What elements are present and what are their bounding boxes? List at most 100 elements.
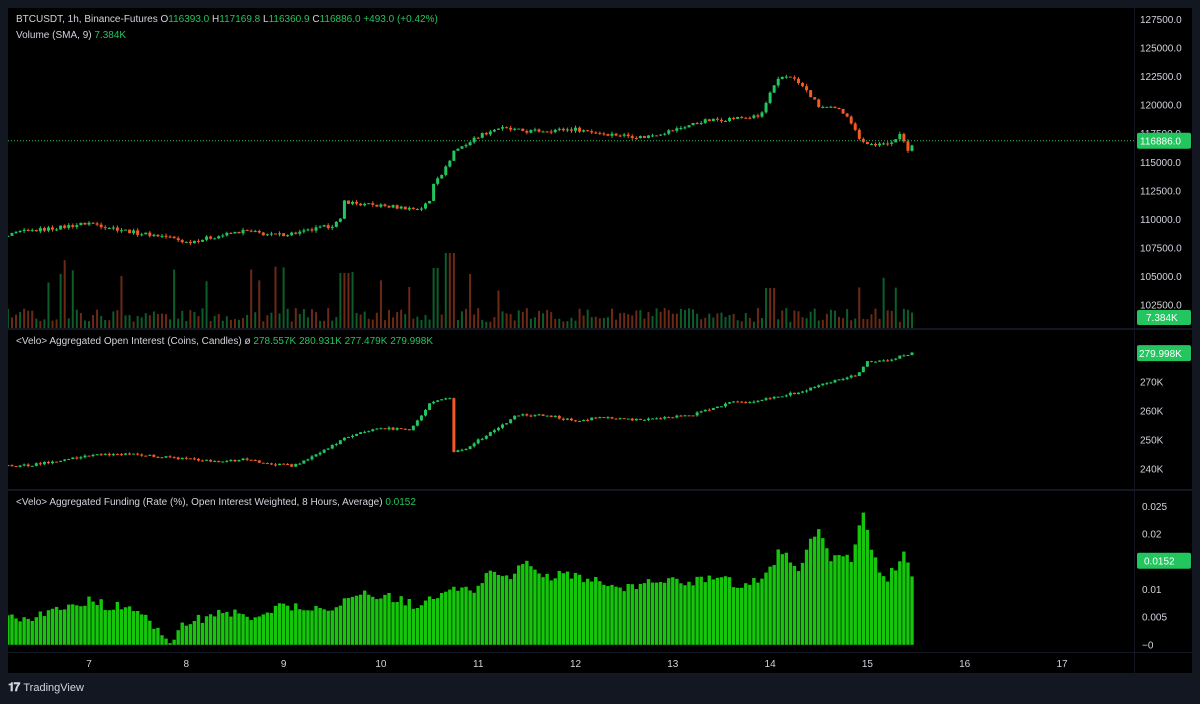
funding-tick-label: 0.005	[1142, 613, 1167, 624]
funding-bar	[869, 549, 874, 645]
tradingview-footer[interactable]: 𝟏𝟕 TradingView	[8, 680, 84, 695]
candle-body	[278, 463, 282, 466]
funding-bar	[464, 586, 468, 645]
funding-bar	[796, 571, 801, 645]
candle-body	[476, 137, 480, 139]
volume-indicator-label[interactable]: Volume (SMA, 9)	[16, 30, 92, 41]
volume-bar	[209, 321, 212, 328]
candle-body	[865, 141, 869, 145]
volume-bar	[712, 317, 715, 328]
funding-scale[interactable]: 0.025 0.02 0.01 0.005 −0 0.0152	[1135, 491, 1192, 652]
candle-body	[302, 230, 306, 232]
candle-body	[221, 461, 225, 463]
price-scale[interactable]: 127500.0125000.0122500.0120000.0117500.0…	[1135, 8, 1192, 328]
candle-body	[890, 359, 894, 361]
funding-bar	[695, 576, 699, 645]
candle-body	[724, 403, 728, 407]
funding-bar	[817, 529, 821, 645]
candle-body	[338, 440, 342, 445]
candle-body	[833, 380, 837, 383]
funding-bar	[638, 583, 643, 645]
candle-body	[801, 83, 805, 87]
funding-bar	[411, 608, 416, 645]
candle-body	[452, 398, 456, 452]
open-interest-pane[interactable]: <Velo> Aggregated Open Interest (Coins, …	[8, 330, 1134, 489]
funding-bar	[326, 610, 330, 645]
candle-body	[59, 460, 63, 462]
candle-body	[419, 415, 423, 421]
open-interest-chart-svg	[8, 352, 914, 468]
candle-body	[772, 85, 776, 93]
volume-bar	[708, 313, 711, 328]
candle-body	[107, 227, 111, 229]
candle-body	[796, 392, 800, 395]
price-tick-label: 122500.0	[1140, 72, 1182, 83]
candle-body	[184, 457, 188, 459]
candle-body	[221, 235, 225, 237]
candle-body	[51, 461, 55, 464]
funding-bar	[902, 551, 906, 645]
oi-close-value: 279.998K	[390, 336, 434, 347]
volume-bar	[781, 310, 784, 328]
volume-bar	[546, 309, 549, 328]
open-interest-scale[interactable]: 270K 260K 250K 240K 279.998K	[1135, 330, 1192, 489]
candle-body	[715, 406, 719, 409]
funding-bar	[618, 587, 622, 645]
funding-bar	[561, 573, 566, 645]
time-axis[interactable]: 7 8 9 10 11 12 13 14 15 16 17	[8, 653, 1134, 673]
funding-bar	[662, 582, 667, 645]
funding-title[interactable]: <Velo> Aggregated Funding (Rate (%), Ope…	[16, 497, 383, 508]
candle-body	[598, 417, 602, 419]
funding-scale-svg: 0.025 0.02 0.01 0.005 −0 0.0152	[1137, 502, 1191, 651]
funding-bar	[772, 565, 776, 645]
volume-bar	[246, 314, 249, 328]
candle-body	[480, 438, 484, 440]
candle-body	[123, 453, 127, 455]
candle-body	[622, 418, 626, 420]
volume-bar	[631, 315, 634, 328]
funding-bar	[598, 581, 602, 645]
candle-body	[569, 418, 573, 421]
candle-body	[634, 418, 638, 421]
funding-bar	[529, 566, 533, 645]
symbol-title[interactable]: BTCUSDT, 1h, Binance-Futures	[16, 14, 158, 25]
candle-body	[488, 131, 492, 135]
volume-bar	[371, 319, 374, 328]
funding-bar	[444, 591, 448, 645]
funding-pane[interactable]: <Velo> Aggregated Funding (Rate (%), Ope…	[8, 491, 1134, 652]
volume-bar	[59, 273, 62, 328]
volume-bar	[51, 320, 54, 328]
funding-bar	[298, 609, 302, 645]
candle-body	[265, 463, 269, 465]
volume-bar	[63, 260, 66, 328]
candle-body	[849, 375, 853, 378]
candle-body	[201, 239, 205, 242]
volume-bar	[910, 312, 913, 328]
candle-body	[67, 459, 71, 461]
candle-body	[8, 235, 10, 237]
volume-bar	[319, 320, 322, 328]
candle-body	[359, 203, 363, 206]
funding-bar	[196, 614, 201, 645]
volume-bar	[412, 318, 415, 328]
funding-bar	[833, 555, 837, 645]
candle-body	[363, 431, 367, 433]
candle-body	[351, 201, 355, 204]
open-interest-title[interactable]: <Velo> Aggregated Open Interest (Coins, …	[16, 336, 242, 347]
oi-low-value: 277.479K	[344, 336, 388, 347]
funding-bar	[350, 596, 355, 645]
funding-bar	[679, 583, 683, 645]
funding-bar	[517, 565, 521, 645]
funding-bar	[504, 575, 509, 645]
candle-body	[298, 231, 302, 234]
candle-body	[711, 118, 715, 122]
candle-body	[590, 131, 594, 133]
price-pane[interactable]: BTCUSDT, 1h, Binance-Futures O116393.0 H…	[8, 8, 1134, 328]
funding-bar	[375, 599, 379, 645]
candle-body	[630, 136, 634, 139]
candle-body	[586, 130, 590, 132]
volume-bar	[302, 309, 305, 328]
volume-bar	[659, 311, 662, 328]
funding-bar	[233, 609, 237, 645]
candle-body	[837, 379, 841, 381]
